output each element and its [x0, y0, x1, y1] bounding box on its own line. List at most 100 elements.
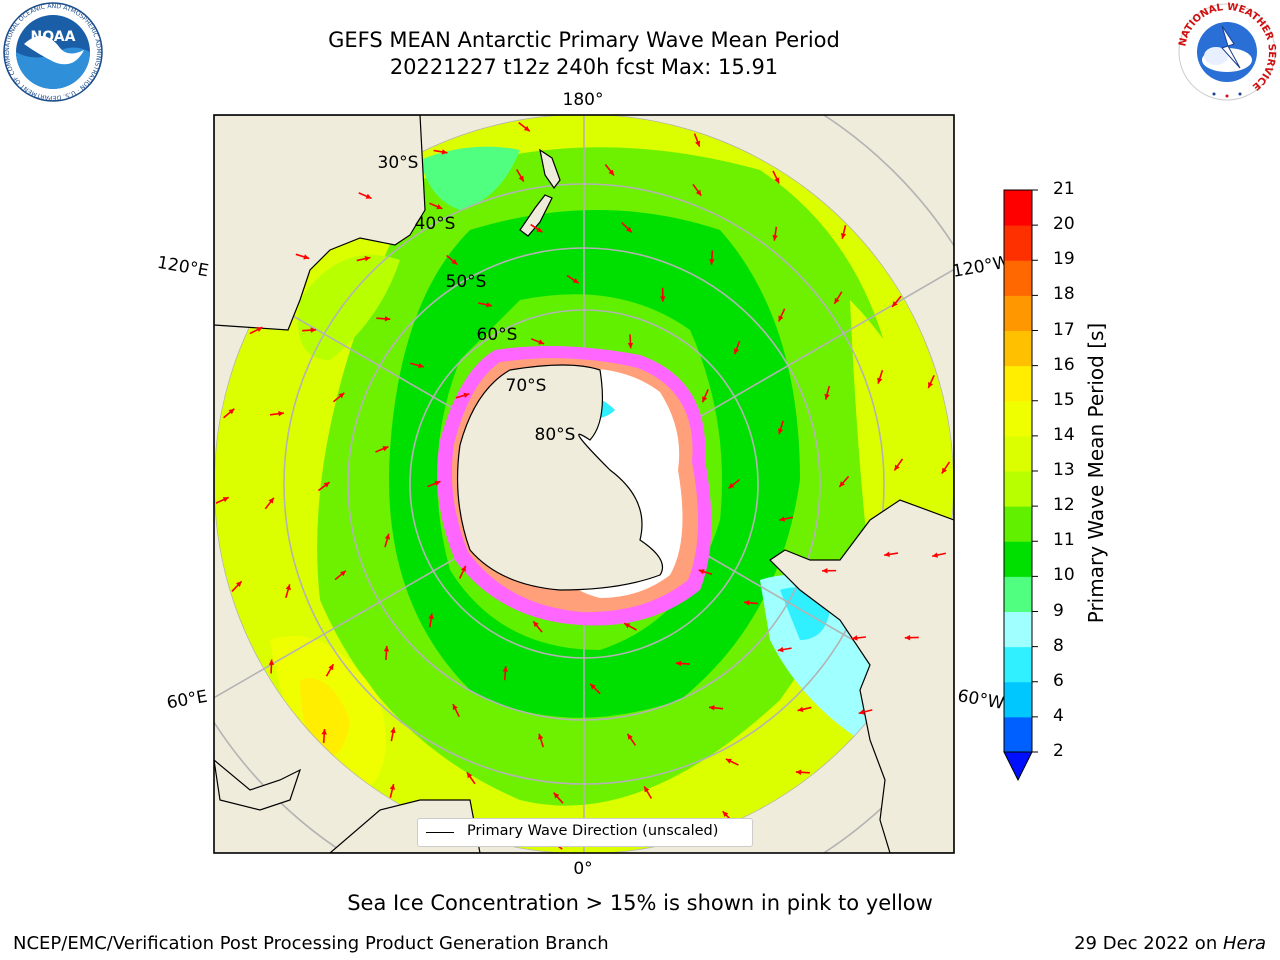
wave-arrow-head: [824, 393, 830, 400]
wave-arrow-head: [364, 255, 371, 262]
australia-land: [214, 115, 426, 331]
wave-arrow-head: [518, 175, 524, 182]
wave-arrow-head: [328, 664, 334, 671]
legend-label: Primary Wave Direction (unscaled): [467, 823, 719, 839]
colorbar-segment: [1004, 190, 1032, 226]
wave-arrow-head: [695, 189, 702, 196]
wave-direction-arrows: [215, 122, 951, 850]
lat-label-40s: 40°S: [415, 214, 456, 234]
colorbar-tick-label: 20: [1053, 214, 1075, 235]
colorbar-tick-label: 2: [1053, 741, 1064, 761]
wave-arrow-head: [460, 565, 466, 572]
wave-arrow-head: [695, 140, 701, 147]
colorbar-tick-label: 18: [1053, 284, 1075, 305]
wave-arrow-head: [884, 551, 890, 558]
wave-arrow-head: [321, 729, 327, 735]
nws-logo-icon: NATIONAL WEATHER SERVICE: [1177, 2, 1277, 101]
wave-arrow-head: [904, 634, 911, 641]
colorbar-segment: [1004, 260, 1032, 296]
lon-label-0: 0°: [573, 859, 592, 879]
wave-arrow-head: [722, 811, 729, 818]
wave-arrow-head: [858, 709, 865, 715]
wave-arrow-head: [323, 482, 330, 488]
wave-arrow-head: [777, 428, 784, 435]
wave-arrow-head: [278, 410, 284, 417]
lon-label-60w: 60°W: [956, 686, 1006, 714]
colorbar: [1003, 189, 1038, 782]
africa-land: [214, 759, 481, 853]
map-frame: [213, 114, 955, 854]
wave-arrow-head: [222, 497, 229, 503]
antarctica-land: [456, 364, 664, 591]
colorbar-segment: [1004, 400, 1032, 437]
wave-arrow-head: [428, 613, 434, 620]
wave-arrow-head: [389, 784, 396, 790]
wave-arrow-head: [877, 377, 883, 384]
colorbar-tick-label: 15: [1053, 389, 1075, 410]
wave-arrow-head: [553, 792, 560, 799]
wave-arrow-head: [624, 623, 631, 629]
wave-arrow-head: [795, 769, 802, 775]
chart-subtitle: 20221227 t12z 240h fcst Max: 15.91: [389, 55, 779, 79]
wave-arrow-head: [608, 169, 615, 176]
footer-host: Hera: [1222, 933, 1266, 954]
colorbar-label: Primary Wave Mean Period [s]: [1084, 322, 1108, 624]
wave-arrow-head: [338, 392, 345, 399]
lon-label-120w: 120°W: [951, 252, 1012, 282]
wave-arrow-head: [268, 659, 275, 665]
sea-ice-caption: Sea Ice Concentration > 15% is shown in …: [347, 891, 933, 915]
wave-arrow-head: [626, 226, 632, 233]
noaa-logo-text: NOAA: [31, 29, 76, 45]
colorbar-tick-label: 8: [1053, 635, 1064, 656]
lon-label-180: 180°: [563, 90, 604, 110]
wave-arrow-head: [303, 254, 310, 260]
wave-arrow-head: [774, 177, 780, 184]
wave-arrow-head: [660, 296, 666, 302]
lat-label-60s: 60°S: [477, 325, 518, 345]
wave-arrow-head: [941, 467, 947, 474]
footer-date-text: 29 Dec 2022 on: [1074, 933, 1223, 954]
colorbar-tick-label: 4: [1053, 705, 1064, 726]
wave-arrow-head: [441, 149, 448, 155]
wave-arrow-head: [709, 705, 715, 711]
wave-arrow-head: [452, 704, 458, 711]
wave-arrow-head: [502, 666, 509, 672]
wave-arrow-head: [417, 362, 424, 369]
wave-arrow-head: [834, 297, 840, 304]
colorbar-tick-label: 16: [1053, 354, 1075, 375]
wave-arrow-head: [256, 327, 263, 333]
wave-arrow-head: [627, 733, 633, 740]
colorbar-segment: [1004, 295, 1032, 331]
wave-arrow-head: [384, 316, 391, 322]
wave-arrow-head: [851, 635, 858, 641]
colorbar-tick-label: 19: [1053, 249, 1075, 270]
lat-label-30s: 30°S: [378, 153, 419, 173]
wave-arrow-head: [797, 706, 804, 713]
wave-arrow-head: [536, 226, 543, 233]
wave-arrow-head: [228, 408, 235, 415]
colorbar-segment: [1004, 541, 1032, 577]
lon-label-120e: 120°E: [156, 253, 210, 282]
colorbar-tick-label: 11: [1053, 530, 1075, 551]
wave-arrow-head: [840, 232, 847, 239]
wave-arrow-head: [235, 581, 242, 588]
wave-arrow-head: [733, 348, 740, 355]
colorbar-segment: [1004, 471, 1032, 507]
wave-arrow-head: [728, 482, 735, 489]
wave-arrow-head: [772, 235, 778, 241]
chart-title: GEFS MEAN Antarctic Primary Wave Mean Pe…: [328, 28, 840, 52]
wave-arrow-head: [779, 516, 785, 522]
colorbar-segment: [1004, 611, 1032, 648]
colorbar-tick-label: 9: [1053, 600, 1064, 621]
wave-arrow-head: [466, 772, 473, 779]
south-america-land: [769, 115, 954, 853]
lat-label-50s: 50°S: [446, 272, 487, 292]
wave-arrow-head: [725, 758, 732, 764]
lon-label-60e: 60°E: [165, 687, 209, 714]
wave-arrow-head: [383, 645, 390, 652]
colorbar-segment: [1004, 576, 1032, 612]
wave-arrow-head: [268, 497, 274, 504]
legend-line-sample: [426, 832, 454, 833]
wave-arrow-head: [451, 259, 458, 265]
wave-arrow-head: [894, 464, 900, 471]
